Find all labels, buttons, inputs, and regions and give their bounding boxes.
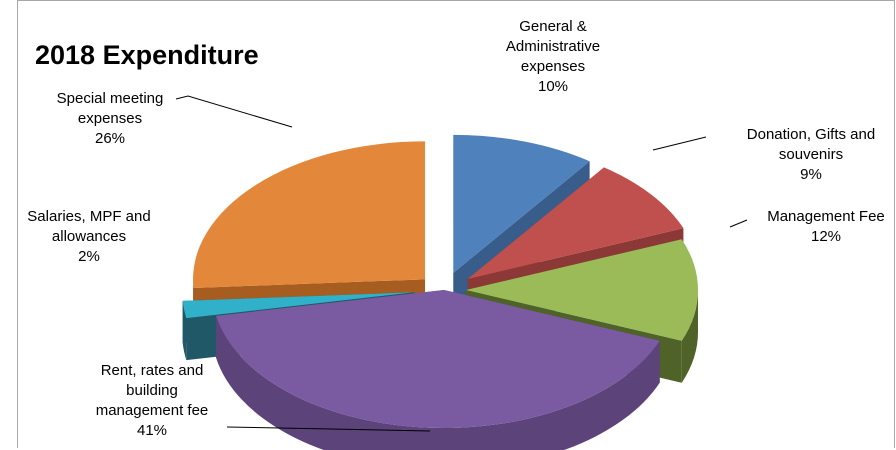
chart-frame [17,0,895,448]
label-special-meeting-expenses-leader-line [175,95,293,128]
label-rent-rates-and-building-management-fee-leader-line [226,426,431,432]
label-management-fee-line-2: 12% [811,228,841,245]
label-salaries-mpf-and-allowances-line-2: allowances [52,228,126,245]
pie-slice-general-administrative-expenses-top [453,134,590,273]
label-donation-gifts-and-souvenirs-line-2: souvenirs [779,146,843,163]
pie-slice-salaries-mpf-and-allowances-rim [182,300,187,361]
labels-layer: General & Administrative expenses 10% Donati… [27,18,884,439]
label-special-meeting-expenses: Special meeting expenses 26% [57,90,293,147]
label-special-meeting-expenses-line-3: 26% [95,130,125,147]
label-general-administrative-expenses-line-4: 10% [538,78,568,95]
label-special-meeting-expenses-line-2: expenses [78,110,142,127]
pie-slice-donation-gifts-and-souvenirs-top [467,167,684,279]
label-donation-gifts-and-souvenirs-line-1: Donation, Gifts and [747,126,875,143]
label-donation-gifts-and-souvenirs: Donation, Gifts and souvenirs 9% [652,126,875,183]
pie-slice-rent-rates-and-building-management-fee-top [216,290,660,428]
label-general-administrative-expenses-line-1: General & [519,18,587,35]
label-rent-rates-and-building-management-fee-line-3: management fee [96,402,209,419]
chart-title: 2018 Expenditure [35,40,259,70]
pie-slice-rent-rates-and-building-management-fee-rim [216,315,660,450]
label-rent-rates-and-building-management-fee-line-2: building [126,382,178,399]
pie-slice-salaries-mpf-and-allowances-top [182,292,415,319]
label-salaries-mpf-and-allowances-line-3: 2% [78,248,100,265]
label-special-meeting-expenses-line-1: Special meeting [57,90,164,107]
label-management-fee-line-1: Management Fee [767,208,885,225]
pie-slice-management-fee-rim [681,290,698,383]
label-general-administrative-expenses-line-2: Administrative [506,38,600,55]
label-rent-rates-and-building-management-fee: Rent, rates and building management fee 41% [96,362,431,439]
label-donation-gifts-and-souvenirs-leader-line [652,136,707,151]
slices-layer [182,134,699,450]
pie-slice-special-meeting-expenses-top [193,141,426,288]
label-general-administrative-expenses-line-3: expenses [521,58,585,75]
label-rent-rates-and-building-management-fee-line-1: Rent, rates and [101,362,204,379]
label-general-administrative-expenses: General & Administrative expenses 10% [506,18,600,95]
label-salaries-mpf-and-allowances-line-1: Salaries, MPF and [27,208,150,225]
pie-slice-management-fee-top [466,239,699,341]
pie-slice-rent-rates-and-building-management-fee [216,290,660,450]
label-management-fee: Management Fee 12% [729,208,885,245]
label-management-fee-leader-line [729,219,748,228]
label-donation-gifts-and-souvenirs-line-3: 9% [800,166,822,183]
label-salaries-mpf-and-allowances: Salaries, MPF and allowances 2% [27,208,150,265]
label-rent-rates-and-building-management-fee-line-4: 41% [137,422,167,439]
